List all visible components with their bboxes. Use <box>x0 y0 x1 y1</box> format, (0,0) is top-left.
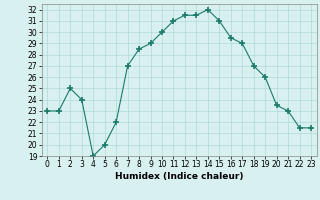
X-axis label: Humidex (Indice chaleur): Humidex (Indice chaleur) <box>115 172 244 181</box>
